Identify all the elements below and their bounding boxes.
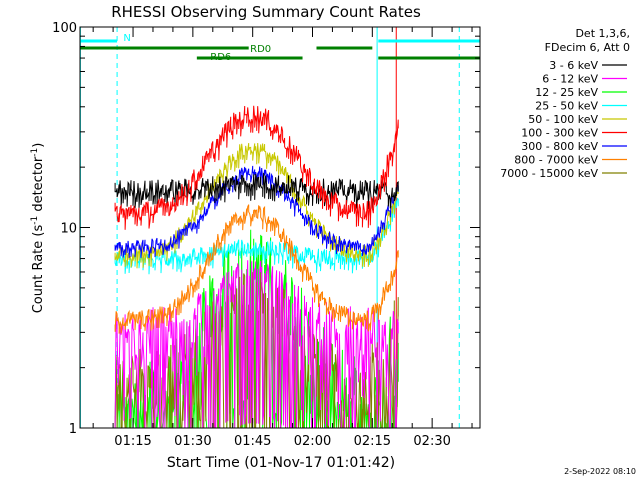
chart-title: RHESSI Observing Summary Count Rates (111, 3, 421, 21)
legend-label-6: 300 - 800 keV (521, 140, 598, 153)
y-tick-label-1: 10 (60, 222, 77, 237)
series-trace-5 (114, 105, 399, 230)
footer-date: 2-Sep-2022 08:10 (564, 467, 636, 476)
x-tick-label-2: 01:45 (234, 434, 271, 449)
plot-area: N RD0 RD6 1 10 100 01:15 01:30 01:45 02:00 02:15 02… (52, 21, 481, 449)
legend-label-7: 800 - 7000 keV (514, 154, 598, 167)
x-tick-label-0: 01:15 (114, 434, 151, 449)
x-tick-label-5: 02:30 (413, 434, 450, 449)
legend-header-line-1: Det 1,3,6, (575, 27, 630, 40)
legend-label-1: 6 - 12 keV (542, 73, 598, 86)
y-axis-label: Count Rate (s-1 detector-1) (30, 143, 46, 314)
x-tick-label-4: 02:15 (354, 434, 391, 449)
flag-label-n: N (123, 33, 130, 44)
flag-label-rd0: RD0 (250, 44, 271, 55)
series-trace-0 (114, 172, 399, 210)
flag-label-rd6: RD6 (210, 52, 231, 63)
legend-label-2: 12 - 25 keV (535, 86, 598, 99)
y-tick-label-2: 100 (52, 21, 77, 36)
x-axis-label: Start Time (01-Nov-17 01:01:42) (167, 455, 395, 471)
series-trace-7 (114, 204, 399, 334)
legend-label-4: 50 - 100 keV (528, 113, 598, 126)
y-tick-label-0: 1 (69, 422, 77, 437)
legend-header-line-2: FDecim 6, Att 0 (545, 41, 630, 54)
legend-label-3: 25 - 50 keV (535, 100, 598, 113)
legend-label-8: 7000 - 15000 keV (500, 167, 598, 180)
series-trace-4 (114, 142, 399, 269)
legend-label-0: 3 - 6 keV (549, 59, 598, 72)
legend-label-5: 100 - 300 keV (521, 127, 598, 140)
x-tick-label-1: 01:30 (174, 434, 211, 449)
x-tick-label-3: 02:00 (294, 434, 331, 449)
